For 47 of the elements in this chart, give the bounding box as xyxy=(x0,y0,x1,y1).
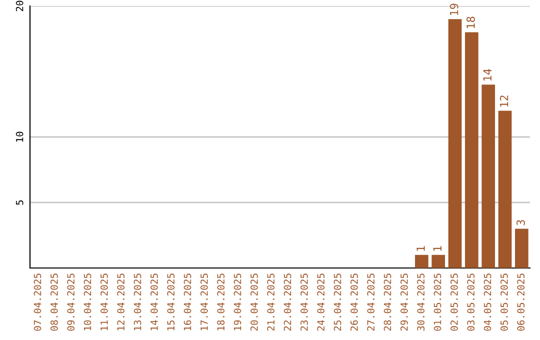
x-tick-label: 08.04.2025 xyxy=(50,274,58,331)
x-tick-label: 15.04.2025 xyxy=(167,274,175,330)
data-label: 18 xyxy=(466,16,475,28)
x-tick-label: 05.05.2025 xyxy=(500,274,508,331)
bar xyxy=(465,32,478,268)
x-tick-label: 09.04.2025 xyxy=(67,274,75,331)
x-tick-label: 02.05.2025 xyxy=(450,274,458,331)
x-tick-label: 27.04.2025 xyxy=(367,274,375,331)
x-tick-label: 23.04.2025 xyxy=(300,274,308,331)
x-tick-label: 07.04.2025 xyxy=(34,274,42,331)
x-tick-label: 29.04.2025 xyxy=(400,274,408,331)
bar xyxy=(482,84,495,268)
x-tick-label: 26.04.2025 xyxy=(350,274,358,331)
x-tick-label: 19.04.2025 xyxy=(234,274,242,330)
x-tick-label: 10.04.2025 xyxy=(84,274,92,330)
x-tick-label: 25.04.2025 xyxy=(334,274,342,331)
y-tick-label: 10 xyxy=(16,132,24,142)
data-label: 12 xyxy=(500,96,508,107)
x-tick-label: 04.05.2025 xyxy=(484,274,492,331)
x-tick-label: 18.04.2025 xyxy=(217,274,225,330)
x-tick-label: 28.04.2025 xyxy=(384,274,392,331)
x-tick-label: 12.04.2025 xyxy=(117,274,125,330)
y-tick-label: 20 xyxy=(16,0,24,12)
data-label: 1 xyxy=(433,246,442,251)
bar xyxy=(515,228,528,268)
data-label: 1 xyxy=(416,246,425,251)
x-tick-label: 21.04.2025 xyxy=(267,274,275,331)
x-tick-label: 24.04.2025 xyxy=(317,274,325,331)
x-tick-label: 20.04.2025 xyxy=(250,274,258,331)
x-tick-label: 30.04.2025 xyxy=(417,274,425,331)
x-tick-label: 13.04.2025 xyxy=(134,274,142,330)
data-label: 14 xyxy=(483,68,492,80)
bar xyxy=(415,254,428,268)
x-tick-label: 11.04.2025 xyxy=(100,274,108,330)
bar xyxy=(498,110,512,268)
x-tick-label: 17.04.2025 xyxy=(200,274,208,330)
bar xyxy=(432,254,445,268)
x-tick-label: 06.05.2025 xyxy=(517,274,525,331)
x-tick-label: 03.05.2025 xyxy=(467,274,475,331)
data-label: 19 xyxy=(450,4,458,15)
x-tick-label: 01.05.2025 xyxy=(434,274,442,331)
x-tick-label: 16.04.2025 xyxy=(184,274,192,330)
x-tick-label: 22.04.2025 xyxy=(284,274,292,331)
x-tick-label: 14.04.2025 xyxy=(150,274,158,330)
bar xyxy=(448,19,462,268)
y-tick-label: 5 xyxy=(16,200,24,205)
data-label: 3 xyxy=(516,220,525,226)
